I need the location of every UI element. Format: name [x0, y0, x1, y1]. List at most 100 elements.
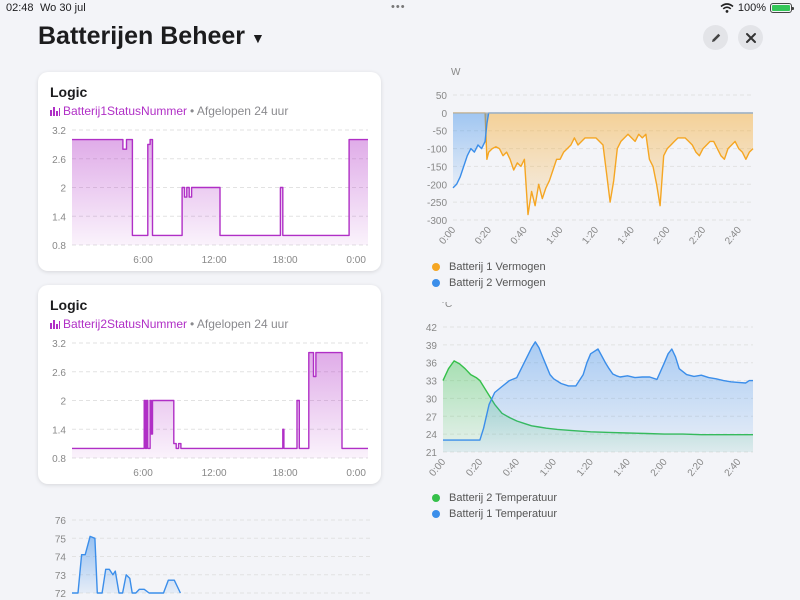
dashboard-title-dropdown[interactable]: Batterijen Beheer ▼	[38, 22, 265, 51]
x-tick-label: 0:20	[473, 225, 494, 247]
y-tick-label: -250	[427, 198, 447, 209]
status-bar: 02:48 Wo 30 jul ••• 100%	[0, 0, 800, 16]
x-tick-label: 1:20	[580, 225, 601, 247]
x-tick-label: 0:20	[464, 457, 485, 479]
partial-area-chart[interactable]: 76 75 74 73 72	[38, 508, 381, 600]
series-area-1	[72, 352, 368, 458]
x-tick-label: 2:00	[649, 457, 670, 479]
y-tick-label: -100	[427, 145, 447, 156]
x-tick-label: 1:20	[575, 457, 596, 479]
pencil-icon	[711, 33, 720, 42]
legend-item[interactable]: Batterij 1 Temperatuur	[432, 506, 557, 522]
x-tick-label: 1:00	[545, 225, 566, 247]
x-tick-label: 6:00	[133, 255, 153, 266]
y-tick-label: -300	[427, 216, 447, 227]
legend-dot-orange	[432, 263, 440, 271]
card-title: Logic	[50, 297, 88, 313]
y-tick-label: 0	[441, 109, 447, 120]
legend-dot-green	[432, 494, 440, 502]
temperature-chart[interactable]: °C 42 39 36 33 30 27 24 210:00 0:20 0:40 1:00 1:20 1:…	[415, 302, 760, 484]
series-area-1	[72, 536, 181, 593]
legend-label: Batterij 1 Vermogen	[449, 261, 546, 273]
x-tick-label: 18:00	[273, 255, 298, 266]
legend-label: Batterij 1 Temperatuur	[449, 508, 558, 520]
wifi-icon	[720, 3, 734, 13]
bar-chart-icon	[50, 107, 60, 116]
x-tick-label: 12:00	[202, 468, 227, 479]
battery-icon	[770, 3, 794, 13]
temperature-legend: Batterij 2 Temperatuur Batterij 1 Temper…	[432, 490, 557, 522]
x-tick-label: 1:40	[612, 457, 633, 479]
x-tick-label: 0:40	[509, 225, 530, 247]
status-right: 100%	[720, 2, 794, 14]
y-tick-label: 0.8	[52, 241, 66, 252]
battery-percent: 100%	[737, 2, 766, 14]
y-tick-label: 24	[426, 430, 438, 441]
series-area-2	[443, 341, 753, 452]
y-tick-label: 33	[426, 377, 438, 388]
y-tick-label: 73	[55, 571, 67, 582]
multitasking-dots-icon[interactable]: •••	[391, 1, 406, 13]
legend-label: Batterij 2 Temperatuur	[449, 492, 558, 504]
x-tick-label: 0:40	[501, 457, 522, 479]
y-tick-label: 21	[426, 448, 438, 459]
y-tick-label: 3.2	[52, 339, 66, 350]
entity-name[interactable]: Batterij2StatusNummer	[63, 317, 188, 331]
x-tick-label: 12:00	[202, 255, 227, 266]
y-tick-label: 76	[55, 516, 67, 527]
legend-item[interactable]: Batterij 2 Vermogen	[432, 275, 546, 291]
x-tick-label: 2:20	[687, 225, 708, 247]
x-tick-label: 6:00	[133, 468, 153, 479]
series-line-1	[72, 351, 368, 450]
x-tick-label: 2:40	[723, 225, 744, 247]
card-title: Logic	[50, 84, 88, 100]
legend-dot-blue	[432, 279, 440, 287]
y-axis-unit: °C	[441, 302, 452, 310]
close-button[interactable]	[738, 25, 763, 50]
y-tick-label: -50	[433, 127, 448, 138]
y-axis-unit: W	[451, 68, 461, 78]
y-tick-label: 27	[426, 412, 438, 423]
legend-item[interactable]: Batterij 1 Vermogen	[432, 259, 546, 275]
series-area-2	[453, 112, 753, 188]
y-tick-label: 72	[55, 589, 67, 600]
y-tick-label: 1.4	[52, 212, 66, 223]
battery-level-fill	[772, 5, 790, 11]
series-area-1	[453, 112, 753, 215]
x-tick-label: 1:00	[538, 457, 559, 479]
page-title: Batterijen Beheer	[38, 22, 246, 50]
time-period: • Afgelopen 24 uur	[190, 104, 289, 118]
card-subtitle: Batterij1StatusNummer • Afgelopen 24 uur	[50, 104, 288, 118]
time-period: • Afgelopen 24 uur	[190, 317, 289, 331]
entity-name[interactable]: Batterij1StatusNummer	[63, 104, 188, 118]
status-date: Wo 30 jul	[40, 2, 86, 14]
bar-chart-icon	[50, 320, 60, 329]
y-tick-label: 1.4	[52, 425, 66, 436]
y-tick-label: 2	[60, 397, 66, 408]
legend-dot-blue	[432, 510, 440, 518]
card-subtitle: Batterij2StatusNummer • Afgelopen 24 uur	[50, 317, 288, 331]
y-tick-label: 75	[55, 534, 67, 545]
power-legend: Batterij 1 Vermogen Batterij 2 Vermogen	[432, 259, 546, 291]
x-tick-label: 2:20	[686, 457, 707, 479]
edit-button[interactable]	[703, 25, 728, 50]
status-chart-battery-2[interactable]: 3.2 2.6 2 1.4 0.8 6:00 12:00 18:00 0:00	[38, 335, 381, 484]
y-tick-label: 2.6	[52, 368, 66, 379]
x-tick-label: 2:00	[652, 225, 673, 247]
x-tick-label: 0:00	[346, 468, 366, 479]
y-tick-label: -150	[427, 162, 447, 173]
series-line-1	[453, 112, 754, 216]
series-line-1	[72, 535, 182, 594]
status-chart-battery-1[interactable]: 3.2 2.6 2 1.4 0.8 6:00 12:00 18:00 0:00	[38, 122, 381, 271]
close-icon	[745, 32, 756, 43]
x-tick-label: 1:40	[616, 225, 637, 247]
legend-item[interactable]: Batterij 2 Temperatuur	[432, 490, 557, 506]
y-tick-label: 42	[426, 323, 438, 334]
y-tick-label: 50	[436, 91, 448, 102]
y-tick-label: -200	[427, 180, 447, 191]
series-line-1	[72, 138, 368, 237]
y-tick-label: 2	[60, 184, 66, 195]
y-tick-label: 0.8	[52, 454, 66, 465]
status-time: 02:48	[6, 2, 34, 14]
